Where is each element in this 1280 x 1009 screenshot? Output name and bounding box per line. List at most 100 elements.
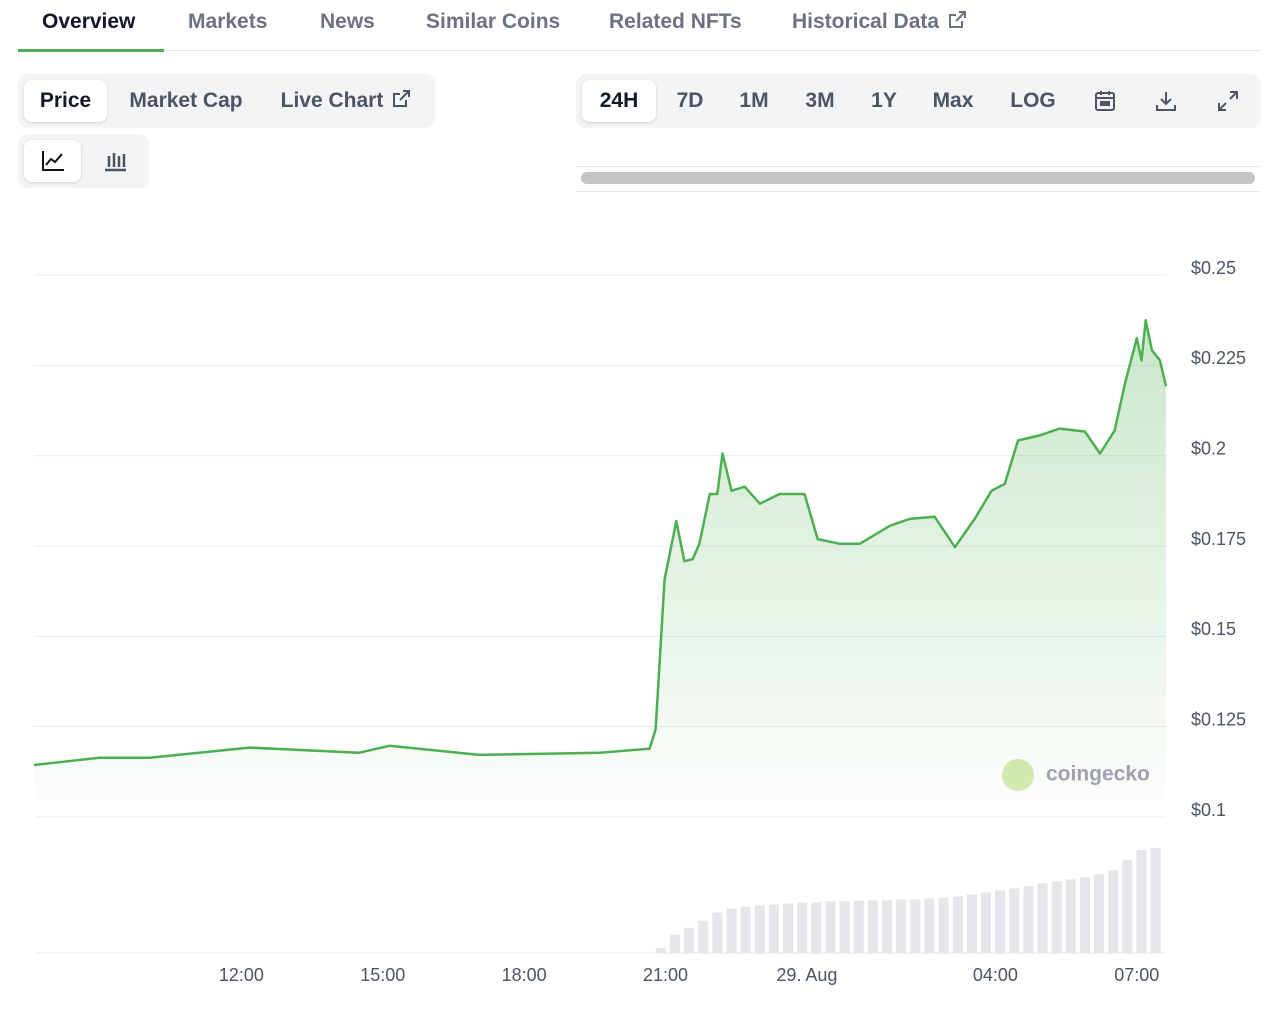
volume-bar	[966, 894, 977, 953]
volume-bar	[980, 892, 991, 953]
range-button[interactable]: LOG	[1000, 80, 1066, 122]
volume-bar	[1079, 877, 1090, 953]
tab-label: Markets	[188, 10, 268, 33]
volume-bar	[754, 905, 765, 953]
volume-bar	[768, 904, 779, 953]
candle-icon	[104, 153, 126, 172]
volume-bar	[853, 900, 864, 953]
view-button[interactable]: Live Chart	[266, 80, 426, 122]
volume-bar	[712, 912, 723, 953]
y-tick-label: $0.2	[1191, 438, 1226, 458]
volume-bar	[995, 890, 1006, 953]
volume-bar	[783, 903, 794, 953]
range-button[interactable]: 24H	[582, 80, 656, 122]
range-button[interactable]: 1M	[728, 80, 780, 122]
tab[interactable]: Related NFTs	[609, 10, 742, 34]
x-tick-label: 29. Aug	[776, 965, 837, 985]
tab[interactable]: News	[320, 10, 375, 34]
volume-bar	[867, 900, 878, 953]
watermark: coingecko	[1046, 763, 1150, 786]
scroll-track	[576, 166, 1261, 192]
external-icon	[949, 11, 967, 28]
volume-bar	[1023, 886, 1034, 953]
range-button[interactable]: 3M	[792, 80, 848, 122]
chart-style-toggle	[18, 134, 149, 188]
view-button-label: Price	[39, 89, 92, 112]
fullscreen-icon[interactable]	[1215, 88, 1241, 114]
range-button-label: 24H	[599, 89, 639, 112]
volume-bar	[1150, 848, 1161, 953]
y-tick-label: $0.1	[1191, 800, 1226, 820]
range-button[interactable]: 7D	[664, 80, 716, 122]
volume-bar	[1065, 879, 1076, 953]
x-tick-label: 21:00	[643, 965, 688, 985]
x-tick-label: 04:00	[973, 965, 1018, 985]
volume-bar	[684, 927, 695, 953]
y-tick-label: $0.15	[1191, 619, 1236, 639]
volume-bar	[1009, 888, 1020, 953]
volume-bar	[896, 899, 907, 953]
x-tick-label: 12:00	[219, 965, 264, 985]
tab-indicator	[18, 49, 164, 52]
tab-divider	[18, 50, 1261, 51]
y-tick-label: $0.25	[1191, 258, 1236, 278]
tab[interactable]: Similar Coins	[426, 10, 560, 34]
volume-bar	[797, 902, 808, 953]
volume-bar	[825, 901, 836, 953]
volume-bar	[740, 906, 751, 953]
price-area	[34, 320, 1166, 800]
range-toggle	[576, 74, 1261, 128]
volume-bar	[1122, 860, 1133, 953]
range-button-label: Max	[932, 89, 974, 112]
volume-bar	[1051, 881, 1062, 953]
tab-label: News	[320, 10, 375, 33]
external-icon	[393, 90, 411, 107]
range-button[interactable]: 1Y	[860, 80, 908, 122]
price-line	[33, 318, 1168, 767]
volume-bar	[811, 902, 822, 953]
line-icon	[41, 151, 64, 171]
scrollbar[interactable]	[581, 172, 1255, 184]
download-icon[interactable]	[1153, 88, 1179, 114]
view-button-label: Market Cap	[129, 89, 243, 112]
volume-bar	[839, 901, 850, 953]
y-tick-label: $0.225	[1191, 348, 1246, 368]
volume-bar	[952, 896, 963, 953]
x-tick-label: 18:00	[502, 965, 547, 985]
line-chart-button[interactable]	[24, 140, 81, 182]
volume-bar	[726, 908, 737, 953]
tab-label: Similar Coins	[426, 10, 561, 33]
watermark-logo	[1002, 759, 1034, 791]
volume-bar	[655, 947, 666, 953]
view-button-label: Live Chart	[280, 89, 384, 112]
y-tick-label: $0.175	[1191, 529, 1246, 549]
view-button[interactable]: Market Cap	[112, 80, 260, 122]
range-button-label: 7D	[676, 89, 704, 112]
volume-bar	[1037, 883, 1048, 953]
range-button[interactable]: Max	[920, 80, 986, 122]
candle-chart-button[interactable]	[86, 140, 143, 182]
volume-bar	[910, 899, 921, 953]
tab[interactable]: Historical Data	[792, 10, 967, 34]
volume-bar	[924, 898, 935, 953]
calendar-icon[interactable]	[1092, 88, 1118, 114]
range-button-label: 1M	[739, 89, 769, 112]
tab-label: Historical Data	[792, 10, 940, 33]
volume-bar	[938, 897, 949, 953]
view-button[interactable]: Price	[24, 80, 107, 122]
volume-bar	[1108, 870, 1119, 953]
range-button-label: LOG	[1010, 89, 1056, 112]
volume-bar	[1094, 874, 1105, 953]
tab-label: Related NFTs	[609, 10, 742, 33]
volume-bar	[669, 934, 680, 953]
range-button-label: 1Y	[871, 89, 897, 112]
x-tick-label: 15:00	[360, 965, 405, 985]
tab[interactable]: Overview	[42, 10, 135, 34]
tab-label: Overview	[42, 10, 136, 33]
range-button-label: 3M	[805, 89, 835, 112]
volume-bar	[1136, 850, 1147, 953]
tab[interactable]: Markets	[188, 10, 267, 34]
volume-bar	[698, 920, 709, 953]
